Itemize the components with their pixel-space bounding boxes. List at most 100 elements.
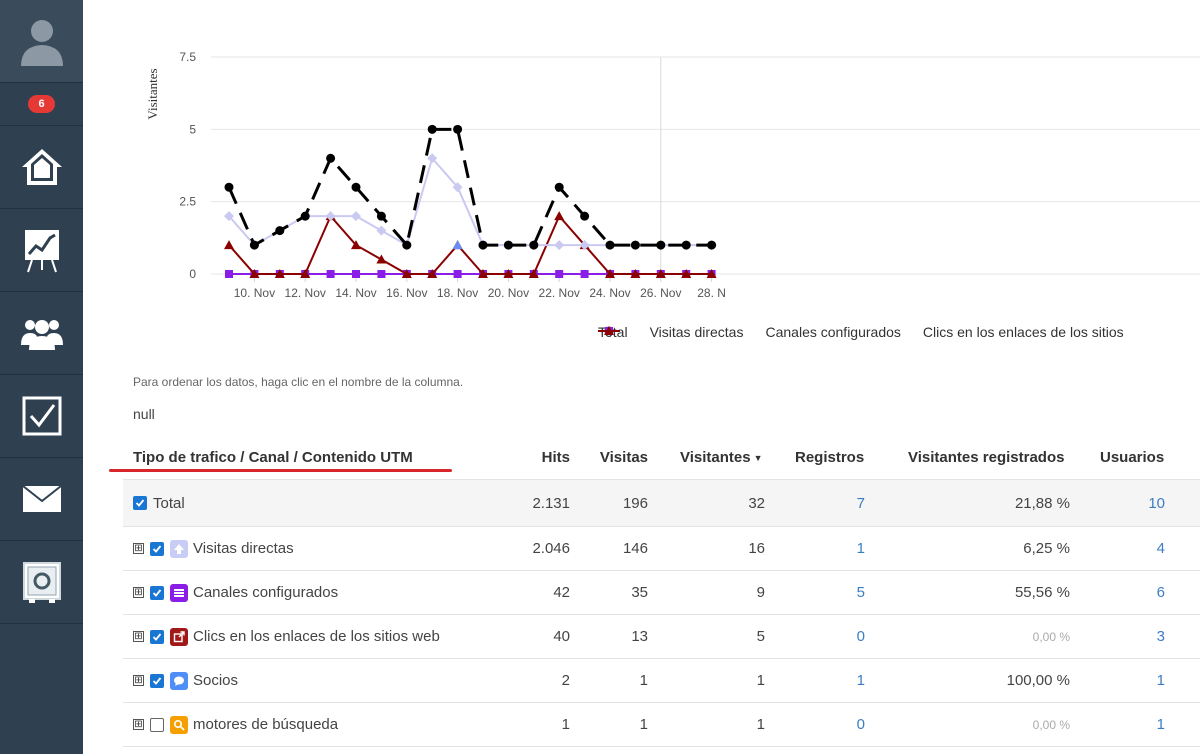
col-visitas[interactable]: Visitas: [599, 449, 648, 466]
cell-hits: 40: [553, 628, 570, 645]
sidebar-item-settings[interactable]: [0, 541, 83, 624]
row-label[interactable]: Visitas directas: [193, 540, 294, 557]
x-tick-label: 14. Nov: [335, 286, 376, 300]
data-point: [352, 270, 360, 278]
cell-registros[interactable]: 1: [856, 540, 865, 557]
x-tick-label: 26. Nov: [640, 286, 681, 300]
expand-toggle-icon[interactable]: ⊞: [133, 631, 144, 642]
data-point: [707, 240, 717, 250]
sidebar-item-users[interactable]: [0, 292, 83, 375]
cell-usuarios[interactable]: 6: [1156, 584, 1165, 601]
row-checkbox[interactable]: [133, 496, 147, 510]
col-hits[interactable]: Hits: [541, 449, 570, 466]
speech-bubble-icon: [170, 671, 188, 690]
cell-usuarios[interactable]: 4: [1156, 540, 1165, 557]
row-label[interactable]: Clics en los enlaces de los sitios web: [193, 628, 440, 645]
cell-visitantes-registrados: 6,25 %: [1023, 540, 1070, 557]
data-point: [706, 269, 717, 278]
user-avatar[interactable]: [0, 0, 83, 83]
expand-toggle-icon[interactable]: ⊞: [133, 675, 144, 686]
data-point: [681, 240, 691, 250]
data-point: [300, 269, 311, 278]
cell-visitantes-registrados: 0,00 %: [1032, 717, 1070, 732]
cell-usuarios[interactable]: 10: [1148, 494, 1165, 512]
row-label-cell: ⊞ motores de búsqueda: [133, 703, 338, 746]
home-icon: [21, 149, 62, 185]
row-checkbox[interactable]: [150, 673, 164, 688]
data-point: [579, 240, 590, 251]
table-row[interactable]: ⊞ motores de búsqueda 1 1 1 0 0,00 % 1: [123, 703, 1200, 747]
data-point: [655, 269, 666, 278]
x-tick-label: 28. N: [697, 286, 726, 300]
legend-label: Clics en los enlaces de los sitios: [922, 324, 1124, 340]
row-checkbox[interactable]: [150, 629, 164, 644]
cell-visitantes-registrados: 21,88 %: [1014, 494, 1070, 512]
row-checkbox[interactable]: [150, 585, 164, 600]
expand-toggle-icon[interactable]: ⊞: [133, 719, 144, 730]
data-point: [503, 240, 513, 250]
row-label-cell: ⊞ Socios: [133, 659, 238, 702]
legend-item[interactable]: Visitas directas: [598, 324, 743, 340]
data-point: [249, 269, 260, 278]
data-point: [351, 182, 361, 192]
magnifier-icon: [170, 715, 188, 734]
col-registros[interactable]: Registros: [795, 449, 865, 466]
cell-usuarios[interactable]: 1: [1156, 716, 1165, 733]
row-label[interactable]: motores de búsqueda: [193, 716, 339, 733]
expand-toggle-icon[interactable]: ⊞: [133, 543, 144, 554]
notification-badge[interactable]: 6: [28, 95, 55, 113]
cell-visitantes: 32: [748, 494, 765, 512]
table-row[interactable]: ⊞ Socios 2 1 1 1 100,00 % 1: [123, 659, 1200, 703]
expand-toggle-icon[interactable]: ⊞: [133, 587, 144, 598]
cell-registros[interactable]: 5: [856, 584, 865, 601]
col-traffic-type[interactable]: Tipo de trafico / Canal / Contenido UTM: [133, 449, 413, 466]
row-label[interactable]: Canales configurados: [193, 584, 339, 601]
cell-usuarios[interactable]: 1: [1156, 672, 1165, 689]
data-point: [402, 240, 412, 250]
notification-row[interactable]: 6: [0, 83, 83, 126]
col-visitantes[interactable]: Visitantes ▼: [680, 436, 763, 479]
data-point: [376, 225, 387, 236]
legend-marker-icon: [598, 326, 620, 335]
cell-visitantes-registrados: 100,00 %: [1006, 672, 1070, 689]
sidebar: 6: [0, 0, 83, 754]
table-row-total[interactable]: Total 2.131 196 32 7 21,88 % 10: [123, 480, 1200, 527]
sidebar-item-messages[interactable]: [0, 458, 83, 541]
data-point: [555, 270, 564, 278]
data-point: [376, 254, 387, 264]
data-point: [503, 269, 514, 278]
x-tick-label: 22. Nov: [539, 286, 580, 300]
sidebar-item-analytics[interactable]: [0, 209, 83, 292]
data-point: [605, 240, 615, 250]
row-checkbox[interactable]: [150, 717, 164, 732]
col-visitantes-registrados[interactable]: Visitantes registrados: [908, 449, 1065, 466]
col-usuarios[interactable]: Usuarios: [1100, 449, 1165, 466]
cell-visitantes: 1: [756, 672, 765, 689]
legend-item[interactable]: Canales configurados: [598, 324, 901, 340]
table-row[interactable]: ⊞ Visitas directas 2.046 146 16 1 6,25 % …: [123, 527, 1200, 571]
sidebar-item-tasks[interactable]: [0, 375, 83, 458]
list-icon: [170, 583, 188, 602]
table-row[interactable]: ⊞ Clics en los enlaces de los sitios web …: [123, 615, 1200, 659]
table-row[interactable]: ⊞ Canales configurados 42 35 9 5 55,56 % …: [123, 571, 1200, 615]
cell-hits: 2: [561, 672, 570, 689]
data-point: [554, 240, 565, 251]
legend-item[interactable]: Clics en los enlaces de los sitios: [598, 324, 1124, 340]
x-tick-label: 12. Nov: [285, 286, 326, 300]
cell-usuarios[interactable]: 3: [1156, 628, 1165, 645]
cell-visitas: 1: [639, 716, 648, 733]
sidebar-item-home[interactable]: [0, 126, 83, 209]
row-label[interactable]: Total: [153, 494, 185, 512]
cell-registros[interactable]: 7: [856, 494, 865, 512]
x-tick-label: 16. Nov: [386, 286, 427, 300]
table-header: Tipo de trafico / Canal / Contenido UTM …: [109, 436, 1200, 480]
cell-visitantes-registrados: 55,56 %: [1014, 584, 1070, 601]
cell-registros[interactable]: 0: [856, 716, 865, 733]
cell-hits: 2.131: [532, 494, 570, 512]
cell-registros[interactable]: 1: [856, 672, 865, 689]
data-point: [326, 270, 335, 278]
row-label[interactable]: Socios: [193, 672, 239, 689]
cell-hits: 2.046: [532, 540, 570, 557]
cell-registros[interactable]: 0: [856, 628, 865, 645]
row-checkbox[interactable]: [150, 541, 164, 556]
